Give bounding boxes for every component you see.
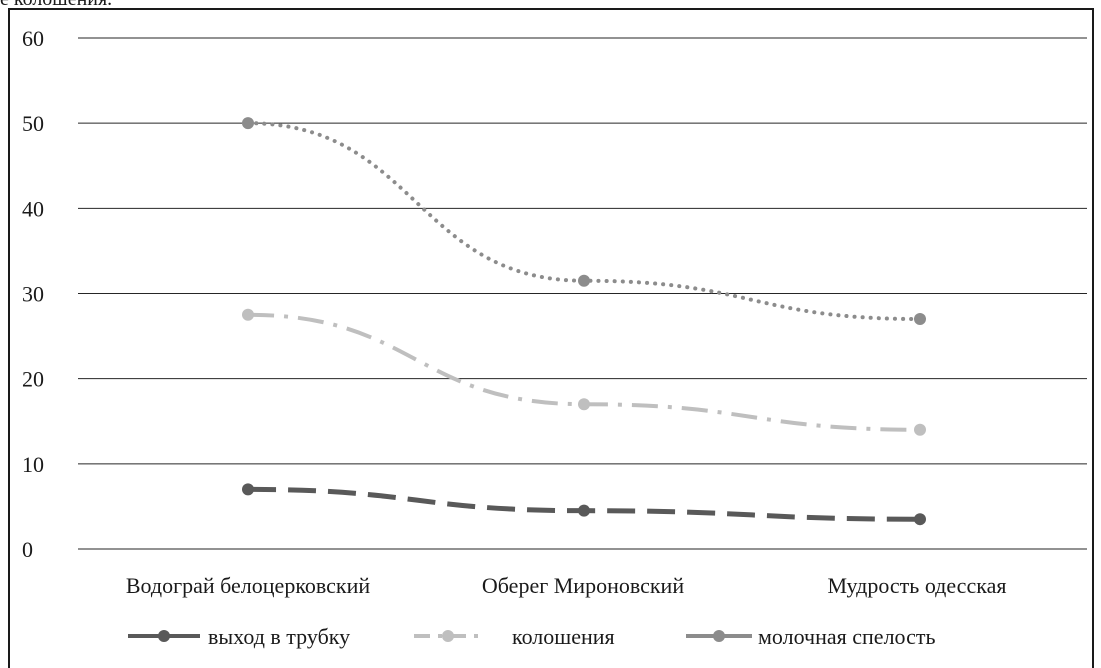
y-tick-label: 50 — [22, 111, 44, 136]
caption-fragment: е колошения. — [0, 0, 112, 10]
y-tick-label: 40 — [22, 196, 44, 221]
y-tick-label: 30 — [22, 282, 44, 307]
series-line — [247, 312, 921, 432]
legend-label: колошения — [512, 624, 615, 649]
data-point — [578, 274, 590, 287]
legend-marker — [713, 630, 725, 642]
x-category-label: Водограй белоцерковский — [126, 573, 371, 598]
y-tick-label: 0 — [22, 537, 33, 562]
data-point — [914, 423, 926, 436]
y-tick-label: 60 — [22, 26, 44, 51]
legend-marker — [442, 630, 454, 642]
legend-marker — [158, 630, 170, 642]
data-point — [242, 308, 254, 321]
data-point — [914, 513, 926, 526]
data-point — [578, 398, 590, 411]
x-category-label: Оберег Мироновский — [482, 573, 684, 598]
x-category-label: Мудрость одесская — [828, 573, 1007, 598]
chart-frame — [8, 8, 1094, 668]
y-tick-label: 20 — [22, 367, 44, 392]
data-point — [578, 504, 590, 517]
legend-label: выход в трубку — [208, 624, 350, 649]
data-point — [242, 117, 254, 130]
series-line — [246, 121, 922, 322]
legend-label: молочная спелость — [758, 624, 936, 649]
data-point — [914, 313, 926, 326]
data-point — [242, 483, 254, 496]
y-tick-label: 10 — [22, 452, 44, 477]
